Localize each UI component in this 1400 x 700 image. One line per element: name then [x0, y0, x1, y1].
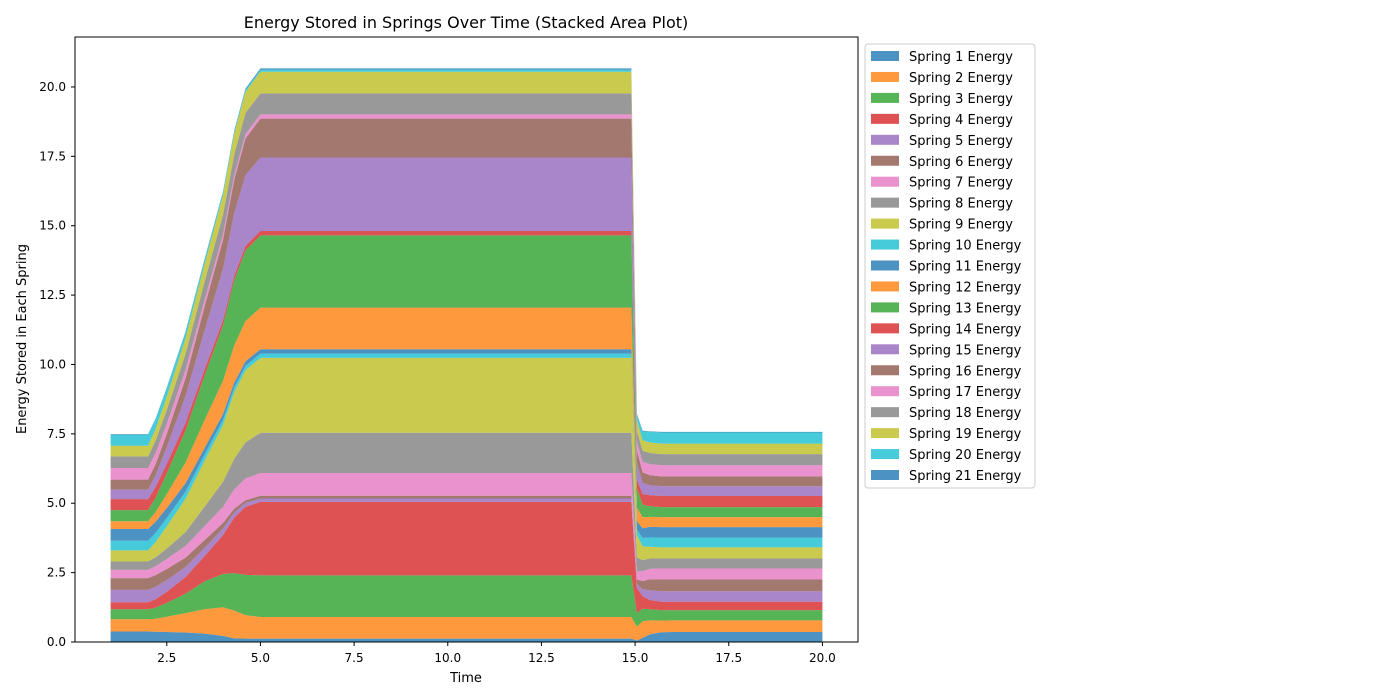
legend-swatch [871, 365, 899, 376]
y-tick-label: 0.0 [47, 635, 66, 649]
x-axis: 2.5 5.0 7.5 10.0 12.5 15.0 17.5 20.0 [157, 642, 836, 665]
y-tick-label: 7.5 [47, 427, 66, 441]
legend-label: Spring 10 Energy [909, 239, 1022, 254]
legend-swatch [871, 323, 899, 334]
legend-label: Spring 7 Energy [909, 176, 1013, 191]
y-tick-label: 12.5 [39, 288, 66, 302]
legend: Spring 1 Energy Spring 2 Energy Spring 3 E… [864, 43, 1036, 489]
legend-swatch [871, 51, 899, 61]
legend-swatch [871, 407, 899, 418]
area-series-1 [110, 631, 823, 642]
x-tick-label: 7.5 [345, 651, 364, 665]
legend-label: Spring 19 Energy [909, 427, 1022, 442]
legend-label: Spring 9 Energy [909, 218, 1013, 233]
legend-label: Spring 11 Energy [909, 260, 1022, 275]
legend-swatch [871, 239, 899, 250]
legend-swatch [871, 302, 899, 313]
x-tick-label: 2.5 [157, 651, 176, 665]
legend-swatch [871, 155, 899, 166]
legend-label: Spring 14 Energy [909, 322, 1022, 337]
legend-label: Spring 15 Energy [909, 343, 1022, 358]
area-series-15 [110, 157, 823, 500]
legend-label: Spring 2 Energy [909, 71, 1013, 86]
area-series-7 [110, 472, 823, 581]
x-axis-label: Time [449, 671, 482, 686]
y-tick-label: 2.5 [47, 566, 66, 580]
y-tick-label: 15.0 [39, 219, 66, 233]
area-series-4 [110, 501, 823, 613]
area-series-8 [110, 432, 823, 572]
plot-frame [74, 36, 859, 643]
area-series-2 [110, 607, 823, 641]
legend-swatch [871, 344, 899, 355]
area-layers [110, 68, 823, 642]
legend-label: Spring 6 Energy [909, 155, 1013, 170]
x-tick-label: 15.0 [622, 651, 649, 665]
area-series-13 [110, 235, 823, 522]
legend-swatch [871, 218, 899, 229]
y-tick-label: 17.5 [39, 149, 66, 163]
legend-swatch [871, 260, 899, 271]
legend-label: Spring 1 Energy [909, 50, 1013, 65]
legend-swatch [871, 281, 899, 292]
legend-swatch [871, 176, 899, 187]
legend-label: Spring 3 Energy [909, 92, 1013, 107]
y-axis-label: Energy Stored in Each Spring [15, 244, 30, 434]
area-series-9 [110, 357, 823, 562]
legend-label: Spring 4 Energy [909, 113, 1013, 128]
legend-label: Spring 16 Energy [909, 364, 1022, 379]
legend-swatch [871, 134, 899, 145]
x-tick-label: 20.0 [809, 651, 836, 665]
y-tick-label: 10.0 [39, 357, 66, 371]
legend-label: Spring 17 Energy [909, 385, 1022, 400]
chart-title: Energy Stored in Springs Over Time (Stac… [244, 13, 689, 32]
x-tick-label: 17.5 [715, 651, 742, 665]
legend-swatch [871, 386, 899, 397]
area-series-5 [110, 498, 823, 603]
legend-label: Spring 8 Energy [909, 197, 1013, 212]
legend-label: Spring 12 Energy [909, 280, 1022, 295]
y-tick-label: 20.0 [39, 80, 66, 94]
y-tick-label: 5.0 [47, 496, 66, 510]
legend-swatch [871, 113, 899, 124]
x-tick-label: 10.0 [434, 651, 461, 665]
area-series-3 [110, 573, 823, 627]
legend-label: Spring 18 Energy [909, 406, 1022, 421]
legend-label: Spring 20 Energy [909, 448, 1022, 463]
legend-swatch [871, 428, 899, 439]
legend-label: Spring 21 Energy [909, 469, 1022, 484]
legend-label: Spring 5 Energy [909, 134, 1013, 149]
legend-swatch [871, 470, 899, 480]
legend-swatch [871, 197, 899, 208]
x-tick-label: 5.0 [251, 651, 270, 665]
legend-swatch [871, 71, 899, 82]
area-series-6 [110, 495, 823, 592]
x-tick-label: 12.5 [528, 651, 555, 665]
legend-box [864, 43, 1036, 489]
legend-swatch [871, 449, 899, 460]
legend-label: Spring 13 Energy [909, 301, 1022, 316]
legend-swatch [871, 92, 899, 103]
y-axis: 0.0 2.5 5.0 7.5 10.0 12.5 15.0 17.5 20.0 [39, 80, 75, 649]
